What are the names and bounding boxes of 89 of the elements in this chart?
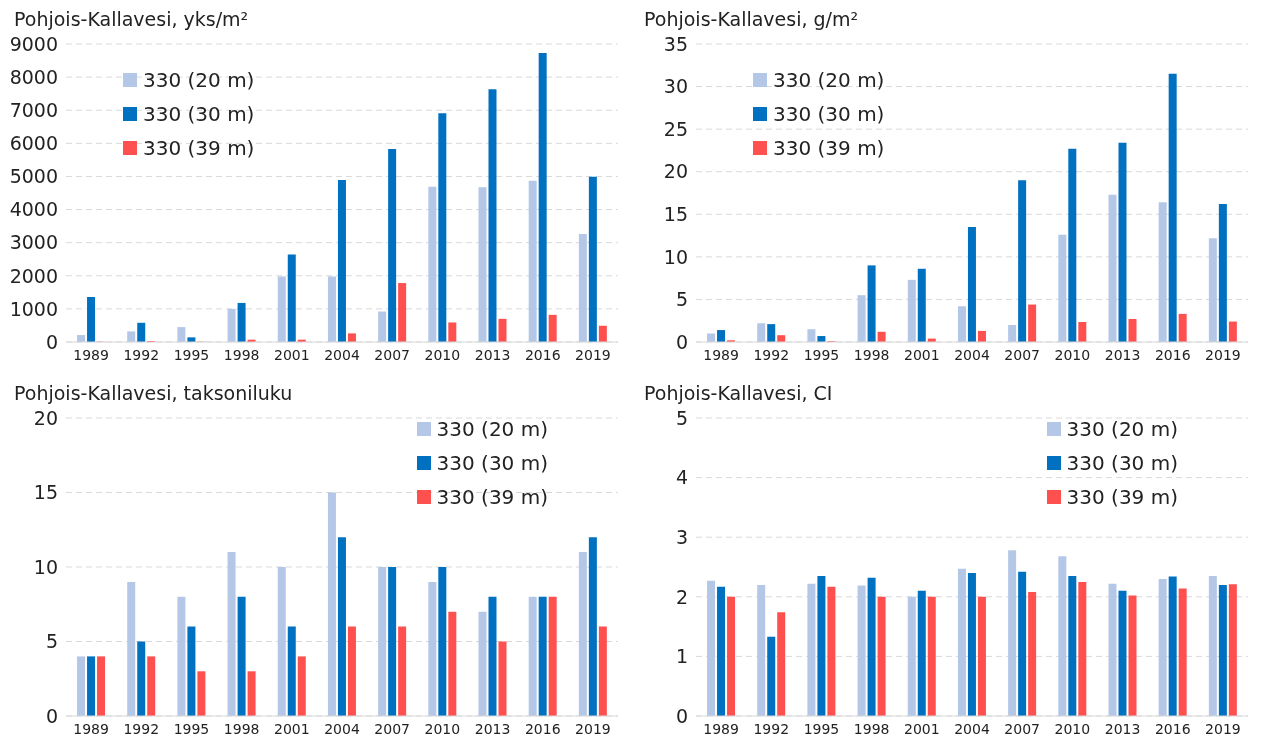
x-tick-label: 1995	[173, 720, 210, 737]
x-tick-label: 2019	[1205, 346, 1241, 363]
x-tick-label: 1992	[753, 346, 790, 363]
x-tick-label: 1998	[223, 346, 260, 363]
x-tick-label: 2019	[575, 720, 611, 737]
y-tick-label: 5	[675, 288, 688, 311]
x-tick-label: 2019	[575, 346, 611, 363]
x-tick-label: 2016	[524, 720, 561, 737]
x-tick-label: 2001	[274, 346, 310, 363]
x-tick-label: 2016	[1154, 720, 1191, 737]
y-tick-label: 30	[663, 75, 688, 98]
x-tick-label: 2007	[374, 346, 410, 363]
legend-label: 330 (39 m)	[1066, 484, 1178, 511]
y-tick-label: 5	[675, 406, 688, 429]
x-tick-label: 2004	[954, 720, 990, 737]
x-tick-label: 2001	[904, 346, 940, 363]
x-tick-label: 2016	[524, 346, 561, 363]
x-tick-label: 2010	[1054, 346, 1091, 363]
x-tick-label: 2007	[1004, 720, 1040, 737]
x-tick-label: 2007	[374, 720, 410, 737]
y-tick-label: 15	[33, 481, 58, 504]
legend-label: 330 (39 m)	[436, 484, 548, 511]
y-tick-label: 1	[675, 645, 688, 668]
legend-label: 330 (30 m)	[1066, 450, 1178, 477]
legend-label: 330 (20 m)	[773, 67, 885, 94]
y-tick-label: 5000	[9, 165, 58, 188]
x-tick-label: 1989	[73, 346, 109, 363]
legend-label: 330 (20 m)	[143, 67, 255, 94]
x-tick-label: 1992	[123, 720, 160, 737]
x-tick-label: 1995	[173, 346, 210, 363]
x-tick-label: 2013	[1104, 346, 1141, 363]
x-tick-label: 1989	[703, 720, 739, 737]
x-tick-label: 2004	[954, 346, 990, 363]
legend-label: 330 (39 m)	[143, 135, 255, 162]
y-tick-label: 25	[663, 117, 688, 140]
y-tick-label: 2	[675, 585, 688, 608]
y-tick-label: 2000	[9, 264, 58, 287]
y-tick-label: 15	[663, 203, 688, 226]
y-tick-label: 0	[45, 704, 58, 727]
y-tick-label: 0	[675, 330, 688, 353]
legend-label: 330 (20 m)	[1066, 416, 1178, 443]
x-tick-label: 1998	[853, 720, 890, 737]
x-tick-label: 2010	[424, 720, 461, 737]
legend-label: 330 (39 m)	[773, 135, 885, 162]
chart-title: Pohjois-Kallavesi, g/m²	[644, 8, 859, 30]
x-tick-label: 1989	[703, 346, 739, 363]
y-tick-label: 9000	[9, 32, 58, 55]
chart-title: Pohjois-Kallavesi, CI	[644, 382, 833, 404]
y-tick-label: 8000	[9, 65, 58, 88]
y-tick-label: 3000	[9, 231, 58, 254]
x-tick-label: 1989	[73, 720, 109, 737]
x-tick-label: 2016	[1154, 346, 1191, 363]
x-tick-label: 1998	[223, 720, 260, 737]
y-tick-label: 20	[663, 160, 688, 183]
x-tick-label: 2013	[474, 720, 511, 737]
y-tick-label: 7000	[9, 98, 58, 121]
x-tick-label: 1992	[123, 346, 160, 363]
y-tick-label: 10	[663, 245, 688, 268]
x-tick-label: 2010	[1054, 720, 1091, 737]
y-tick-label: 6000	[9, 132, 58, 155]
x-tick-label: 1998	[853, 346, 890, 363]
x-tick-label: 1992	[753, 720, 790, 737]
chart-title: Pohjois-Kallavesi, yks/m²	[14, 8, 249, 30]
y-tick-label: 35	[663, 32, 688, 55]
y-tick-label: 0	[675, 704, 688, 727]
x-tick-label: 2001	[274, 720, 310, 737]
y-tick-label: 10	[33, 555, 58, 578]
x-tick-label: 2019	[1205, 720, 1241, 737]
x-tick-label: 2004	[324, 720, 360, 737]
x-tick-label: 2010	[424, 346, 461, 363]
legend-label: 330 (20 m)	[436, 416, 548, 443]
legend-label: 330 (30 m)	[436, 450, 548, 477]
y-tick-label: 4000	[9, 198, 58, 221]
y-tick-label: 1000	[9, 297, 58, 320]
y-tick-label: 5	[45, 630, 58, 653]
y-tick-label: 3	[675, 525, 688, 548]
y-tick-label: 4	[675, 466, 688, 489]
x-tick-label: 2013	[1104, 720, 1141, 737]
legend-label: 330 (30 m)	[143, 101, 255, 128]
x-tick-label: 2001	[904, 720, 940, 737]
y-tick-label: 0	[45, 330, 58, 353]
x-tick-label: 2004	[324, 346, 360, 363]
x-tick-label: 1995	[803, 346, 840, 363]
y-tick-label: 20	[33, 406, 58, 429]
chart-title: Pohjois-Kallavesi, taksoniluku	[14, 382, 293, 404]
x-tick-label: 1995	[803, 720, 840, 737]
x-tick-label: 2013	[474, 346, 511, 363]
legend-label: 330 (30 m)	[773, 101, 885, 128]
x-tick-label: 2007	[1004, 346, 1040, 363]
